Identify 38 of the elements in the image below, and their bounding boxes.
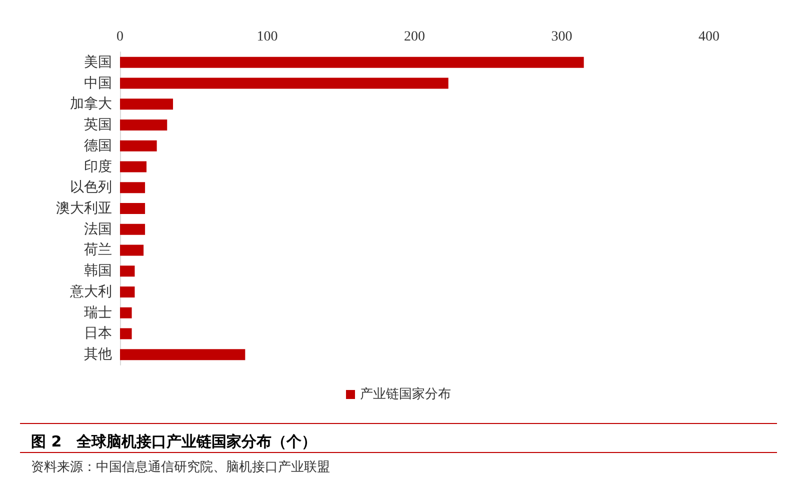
bar [120, 266, 135, 277]
legend-label: 产业链国家分布 [360, 386, 451, 402]
text: 资料来源：中国信息通信研究院、脑机接口产业联盟 [31, 460, 330, 475]
y-tick-label: 美国 [84, 54, 112, 70]
text: 图 2 全球脑机接口产业链国家分布（个） [31, 432, 317, 450]
x-tick-label: 0 [116, 30, 124, 44]
bar [120, 224, 146, 235]
y-tick-label: 印度 [84, 158, 112, 175]
y-tick-label: 意大利 [69, 284, 112, 300]
y-tick-label: 加拿大 [70, 96, 112, 112]
y-tick-label: 中国 [84, 75, 112, 92]
bar [120, 349, 246, 360]
bar [120, 98, 174, 110]
bar [120, 161, 147, 172]
x-tick-label: 400 [698, 30, 720, 44]
x-tick-label: 300 [551, 30, 572, 44]
y-tick-label: 德国 [84, 138, 112, 154]
bar [120, 120, 168, 131]
y-tick-label: 以色列 [70, 180, 112, 196]
bar [120, 328, 132, 340]
y-tick-label: 韩国 [84, 263, 112, 280]
y-tick-label: 瑞士 [84, 304, 112, 321]
x-tick-label: 100 [256, 30, 278, 44]
y-tick-label: 日本 [84, 326, 112, 342]
y-tick-label: 英国 [84, 117, 112, 134]
y-tick-label: 荷兰 [84, 242, 112, 258]
bar [120, 78, 448, 89]
y-tick-label: 法国 [84, 221, 112, 238]
x-tick-label: 200 [404, 30, 425, 44]
bar [120, 56, 584, 68]
bar [120, 140, 157, 152]
bar [120, 286, 135, 298]
bar [120, 244, 144, 256]
bar [120, 307, 132, 318]
y-tick-label: 其他 [84, 346, 112, 363]
bar [120, 182, 146, 194]
y-tick-label: 澳大利亚 [56, 200, 112, 216]
bar [120, 203, 146, 214]
